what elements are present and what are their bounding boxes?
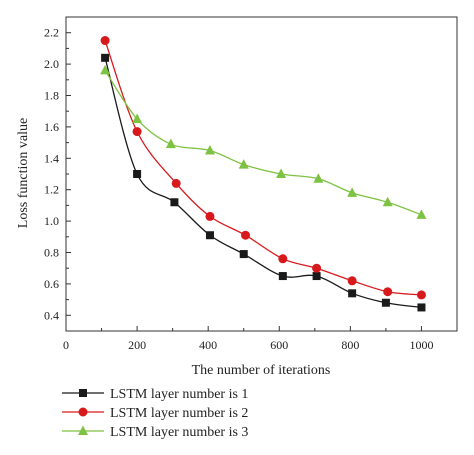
y-tick-label: 1.8 [44, 89, 59, 103]
data-point [278, 254, 288, 264]
data-point [205, 211, 215, 221]
data-point [348, 289, 357, 298]
data-point [276, 168, 287, 178]
data-point [241, 230, 251, 240]
data-point [204, 144, 215, 155]
y-tick-label: 1.2 [44, 183, 59, 197]
series-1 [101, 53, 426, 312]
legend-marker [78, 407, 88, 417]
data-point [417, 303, 426, 312]
x-tick-label: 400 [199, 338, 217, 352]
data-point [382, 196, 393, 207]
data-point [132, 127, 142, 137]
y-tick-label: 1.0 [44, 214, 59, 228]
data-point [416, 209, 427, 219]
data-point [100, 64, 111, 75]
data-point [165, 138, 176, 149]
x-tick-label: 0 [63, 338, 69, 352]
x-axis: 0 200 400 600 800 1000 [63, 326, 433, 352]
legend-item: LSTM layer number is 2 [62, 406, 248, 421]
y-tick-label: 0.8 [44, 246, 59, 260]
legend-marker [79, 389, 87, 397]
data-point [100, 36, 110, 46]
y-tick-label: 1.6 [44, 120, 59, 134]
data-point [238, 159, 249, 169]
y-axis-title: Loss function value [16, 118, 31, 228]
data-point [171, 178, 181, 188]
legend-label: LSTM layer number is 3 [110, 425, 248, 440]
data-point [133, 170, 142, 178]
series-group [100, 36, 427, 312]
x-tick-label: 1000 [409, 338, 433, 352]
y-axis: 0.4 0.6 0.8 1.0 1.2 1.4 1.6 1.8 2.0 2.2 [44, 16, 71, 332]
y-tick-label: 2.0 [44, 57, 59, 71]
data-point [239, 250, 248, 259]
data-point [383, 287, 393, 297]
x-tick-label: 600 [270, 338, 288, 352]
data-point [416, 290, 426, 300]
y-tick-label: 2.2 [44, 26, 59, 40]
legend: LSTM layer number is 1 LSTM layer number … [62, 387, 248, 440]
plot-frame [65, 16, 458, 332]
series-line [104, 70, 422, 216]
legend-label: LSTM layer number is 2 [110, 406, 248, 421]
data-point [347, 276, 357, 286]
y-tick-label: 0.6 [44, 277, 59, 291]
legend-label: LSTM layer number is 1 [110, 387, 248, 402]
data-point [170, 198, 179, 207]
legend-marker [78, 425, 88, 435]
x-tick-label: 200 [128, 338, 146, 352]
x-axis-title: The number of iterations [192, 363, 331, 378]
data-point [132, 113, 143, 124]
y-tick-label: 1.4 [44, 151, 59, 165]
data-point [205, 231, 214, 240]
series-line [104, 57, 422, 309]
data-point [312, 272, 321, 281]
data-point [347, 187, 358, 197]
data-point [381, 298, 390, 307]
data-point [278, 272, 287, 281]
x-tick-label: 800 [341, 338, 359, 352]
y-tick-label: 0.4 [44, 308, 59, 322]
data-point [101, 53, 110, 62]
legend-item: LSTM layer number is 3 [62, 425, 248, 440]
series-2 [100, 36, 426, 300]
series-line [104, 40, 422, 296]
series-3 [100, 64, 427, 219]
legend-item: LSTM layer number is 1 [62, 387, 248, 402]
data-point [312, 263, 322, 273]
data-point [313, 173, 324, 183]
